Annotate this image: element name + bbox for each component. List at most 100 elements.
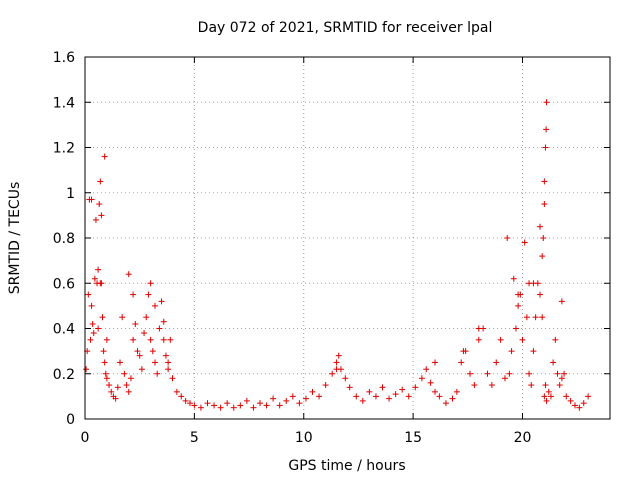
data-point	[88, 196, 95, 203]
data-point	[552, 336, 559, 343]
data-point	[158, 298, 165, 305]
data-point	[547, 393, 554, 400]
data-point	[484, 370, 491, 377]
data-point	[502, 375, 508, 382]
data-point	[493, 359, 500, 366]
data-point	[541, 201, 548, 208]
data-point	[539, 314, 546, 321]
data-point	[515, 302, 522, 309]
data-point	[136, 352, 143, 359]
data-point	[98, 212, 105, 219]
data-point	[333, 366, 340, 373]
axis-ticks: 0 0.2 0.4 0.6 0.8 1 1.2 1.4 1.6 0 5 10 15 20	[53, 50, 610, 446]
data-point	[162, 352, 169, 359]
data-point	[541, 393, 548, 400]
x-tick-label: 20	[514, 430, 532, 446]
data-point	[211, 402, 218, 409]
plot-frame	[84, 56, 611, 420]
y-tick-label: 1.2	[53, 141, 75, 157]
data-point	[528, 382, 535, 389]
data-point	[99, 314, 106, 321]
data-point	[353, 393, 360, 400]
data-point	[346, 384, 353, 391]
data-point	[270, 395, 277, 402]
data-point	[302, 395, 309, 402]
data-point	[87, 336, 94, 343]
data-point	[471, 382, 478, 389]
data-point	[333, 359, 340, 366]
data-point	[165, 366, 172, 373]
data-point	[296, 400, 303, 407]
data-point	[134, 348, 141, 355]
y-tick-label: 1	[66, 186, 75, 202]
data-point	[537, 223, 543, 230]
x-tick-label: 0	[81, 430, 90, 446]
data-point	[95, 266, 102, 273]
data-point	[316, 393, 323, 400]
data-point	[117, 359, 123, 366]
data-point	[90, 330, 97, 337]
data-point	[427, 379, 434, 386]
data-point	[119, 314, 126, 321]
data-point	[488, 382, 495, 389]
data-point	[103, 336, 110, 343]
data-point	[127, 375, 134, 382]
data-point	[453, 388, 460, 395]
data-point	[276, 402, 283, 409]
data-point	[335, 352, 342, 359]
data-point	[182, 397, 189, 404]
data-point	[106, 382, 113, 389]
data-point	[147, 336, 154, 343]
data-point	[580, 400, 587, 407]
data-point	[558, 298, 565, 305]
data-point	[405, 393, 412, 400]
data-point	[102, 370, 109, 377]
data-point	[561, 370, 568, 377]
data-point	[243, 397, 250, 404]
data-point	[147, 280, 154, 287]
data-point	[366, 388, 373, 395]
data-point	[169, 375, 176, 382]
data-point	[449, 395, 456, 402]
data-point	[85, 291, 92, 298]
data-point	[515, 291, 522, 298]
data-point	[95, 325, 102, 332]
data-point	[130, 336, 137, 343]
data-point	[224, 400, 231, 407]
data-point	[165, 359, 172, 366]
data-point	[191, 402, 198, 409]
data-point	[83, 366, 90, 373]
data-point	[342, 375, 349, 382]
data-point	[257, 400, 263, 407]
data-point	[101, 359, 108, 366]
y-axis-label: SRMTID / TECUs	[7, 182, 23, 295]
data-point	[149, 348, 156, 355]
data-point	[458, 359, 465, 366]
data-point	[423, 366, 430, 373]
data-point	[359, 397, 366, 404]
data-point	[329, 370, 336, 377]
data-point	[543, 397, 550, 404]
data-point	[156, 325, 163, 332]
data-point	[539, 253, 546, 260]
data-point	[392, 391, 399, 398]
data-point	[143, 314, 150, 321]
data-point	[197, 404, 204, 411]
data-point	[187, 400, 193, 407]
data-point	[504, 235, 511, 241]
data-point	[585, 393, 592, 400]
data-point	[521, 239, 528, 246]
data-point	[542, 382, 549, 389]
data-point	[217, 404, 224, 411]
data-point	[386, 395, 393, 402]
data-point	[519, 336, 526, 343]
data-point	[160, 336, 167, 343]
data-point	[550, 359, 557, 366]
x-axis-label: GPS time / hours	[288, 458, 405, 474]
data-point	[125, 388, 132, 395]
data-point	[112, 395, 119, 402]
data-point	[125, 271, 132, 278]
data-point	[89, 320, 96, 327]
data-point	[412, 384, 419, 391]
